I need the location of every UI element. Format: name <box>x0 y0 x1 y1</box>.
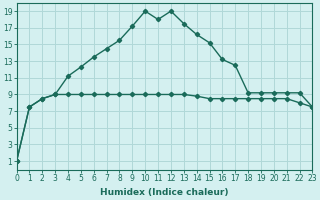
X-axis label: Humidex (Indice chaleur): Humidex (Indice chaleur) <box>100 188 229 197</box>
